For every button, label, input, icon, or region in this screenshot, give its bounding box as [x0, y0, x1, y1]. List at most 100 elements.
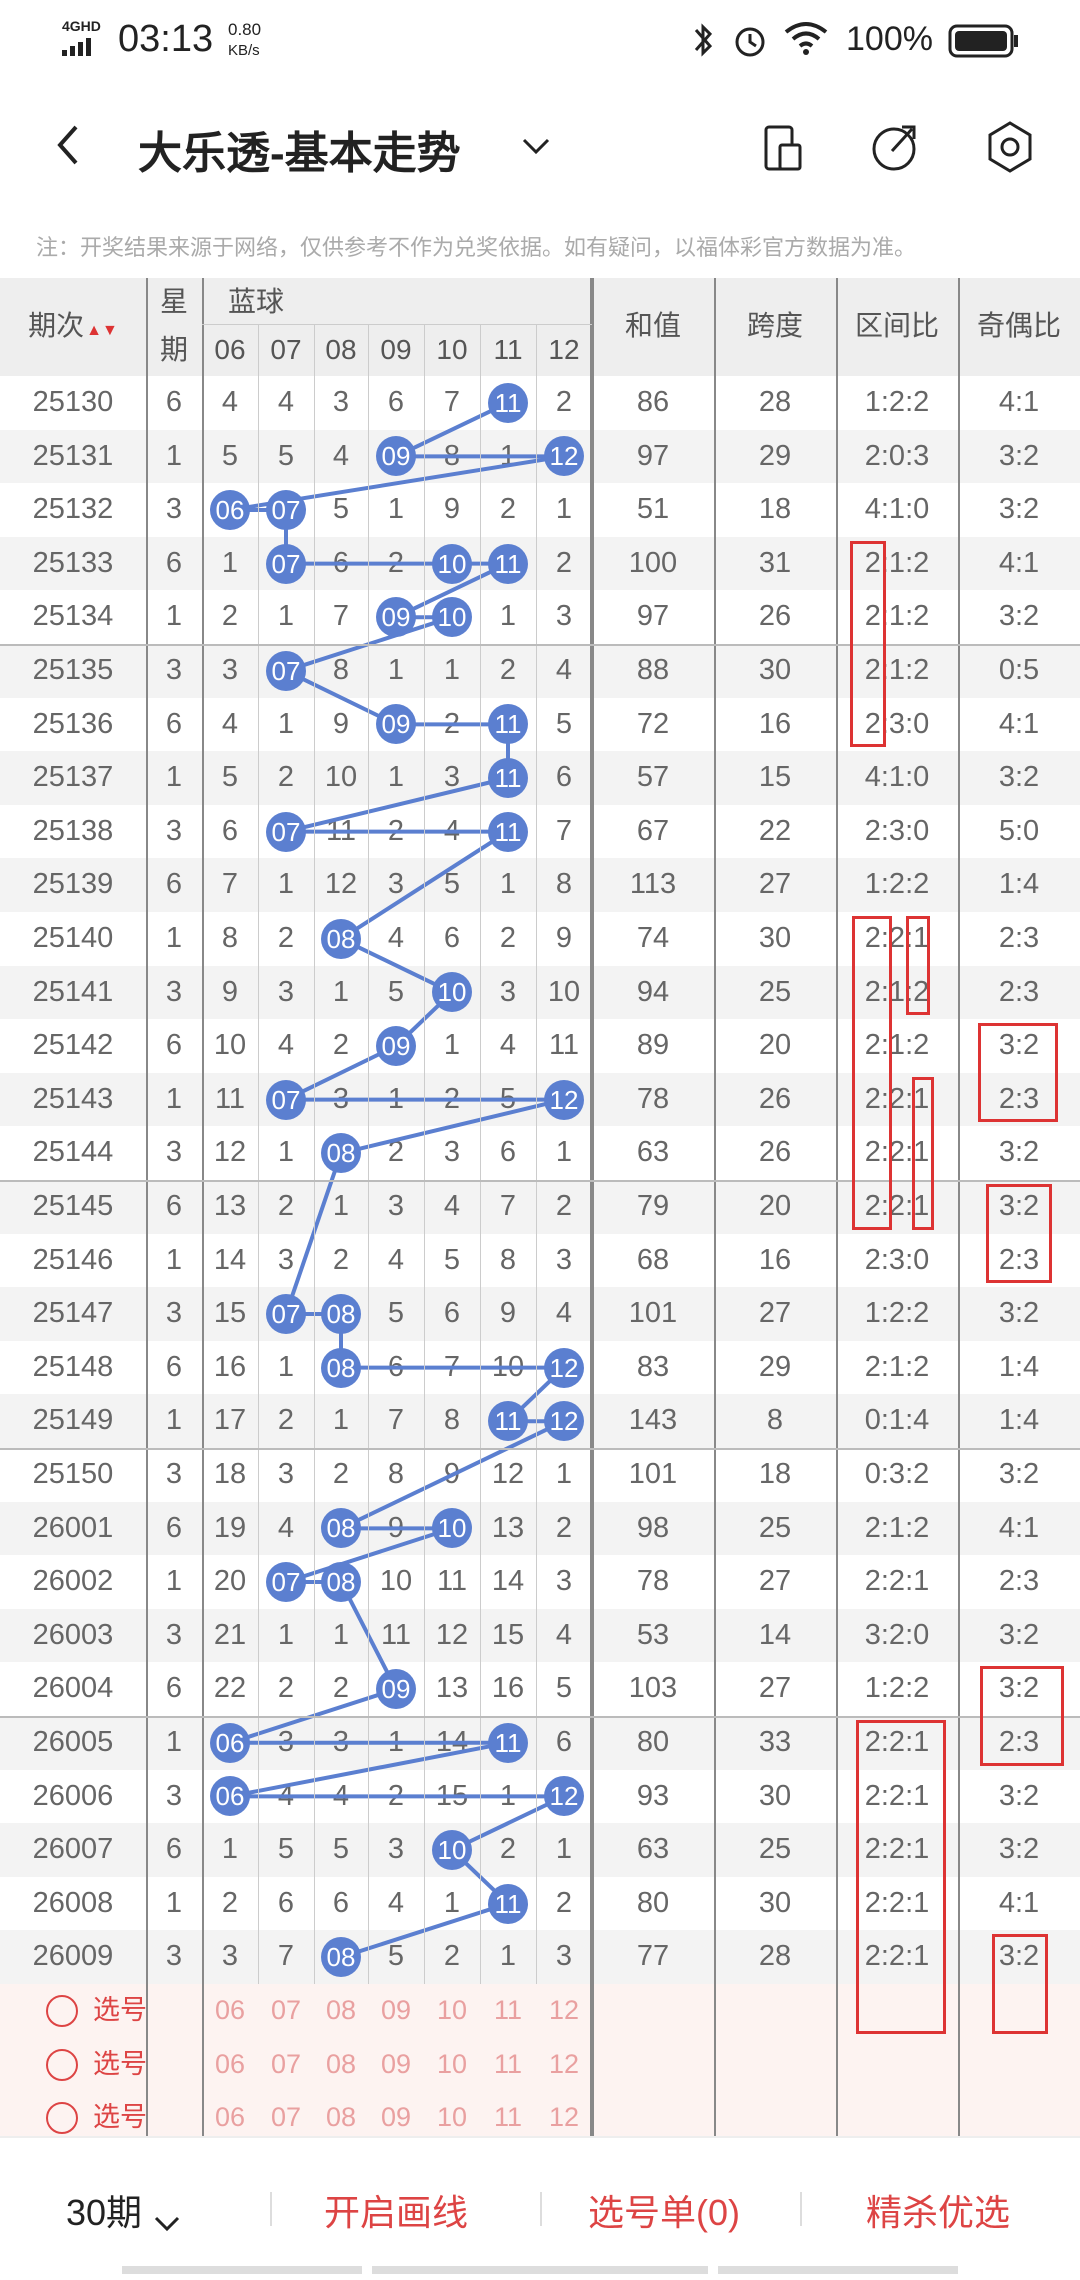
span-cell: 29: [758, 1350, 792, 1383]
annotation-box: [986, 1184, 1052, 1284]
trend-line: [340, 1419, 565, 1531]
device-icon[interactable]: [752, 115, 816, 179]
pick-number[interactable]: 12: [548, 1995, 580, 2025]
odd-cell: 3:2: [998, 1779, 1040, 1812]
pick-radio[interactable]: [46, 1995, 78, 2027]
pick-label[interactable]: 选号: [93, 2102, 147, 2133]
miss-cell: 2: [555, 546, 573, 579]
pick-number[interactable]: 10: [436, 2102, 468, 2133]
pick-label[interactable]: 选号: [93, 2048, 147, 2079]
pick-number[interactable]: 08: [325, 2102, 357, 2133]
table-row: 25135 3 3 8 1 1 2 4 88 30 2:1:2 0:5: [0, 644, 1080, 698]
pick-number[interactable]: 10: [436, 2048, 468, 2079]
odd-cell: 3:2: [998, 1136, 1040, 1169]
weekday-cell: 3: [165, 975, 183, 1008]
pick-number[interactable]: 09: [380, 1995, 412, 2025]
miss-cell: 1: [555, 1458, 573, 1490]
sum-cell: 88: [636, 654, 670, 686]
pick-number[interactable]: 09: [380, 2102, 412, 2133]
issue-cell: 26008: [32, 1886, 114, 1919]
blue-ball: 06: [210, 1722, 250, 1763]
chevron-down-icon[interactable]: [518, 130, 554, 160]
blue-divider: [258, 324, 259, 1984]
trend-table: 期次 ▲▼ 星 期 蓝球 06 07 08 09 10 11 12 和值 跨度 区间比 奇偶比…: [0, 278, 1080, 2153]
pick-number[interactable]: 11: [493, 2102, 523, 2133]
settings-icon[interactable]: [978, 115, 1042, 179]
group-divider: [0, 644, 1080, 646]
battery-icon: [948, 24, 1020, 58]
miss-cell: 3: [387, 1190, 405, 1222]
pick-number[interactable]: 09: [380, 2048, 412, 2079]
miss-cell: 2: [499, 1833, 517, 1866]
column-divider: [202, 278, 204, 2145]
pick-number[interactable]: 07: [270, 2102, 302, 2133]
miss-cell: 2: [555, 1886, 573, 1919]
miss-cell: 5: [387, 1940, 405, 1973]
pick-number[interactable]: 06: [214, 2102, 246, 2133]
weekday-cell: 1: [165, 1404, 183, 1437]
weekday-cell: 6: [165, 1190, 183, 1222]
zone-cell: 2:1:2: [864, 975, 930, 1008]
sum-cell: 67: [636, 814, 670, 847]
weekday-cell: 3: [165, 654, 183, 686]
table-row: 26007 6 1 5 5 3 2 1 63 25 2:2:1 3:2: [0, 1823, 1080, 1877]
pick-number[interactable]: 06: [214, 2048, 246, 2079]
odd-cell: 3:2: [998, 1833, 1040, 1866]
issue-cell: 25142: [32, 1029, 114, 1062]
draw-line-button[interactable]: 开启画线: [324, 2192, 469, 2233]
span-cell: 20: [758, 1029, 792, 1062]
column-divider: [958, 278, 960, 2145]
table-row: 26009 3 3 7 5 2 1 3 77 28 2:2:1 3:2: [0, 1930, 1080, 1984]
sort-icon[interactable]: ▲▼: [86, 322, 118, 339]
span-cell: 28: [758, 1940, 792, 1973]
column-divider: [146, 278, 148, 2145]
pick-number[interactable]: 06: [214, 1995, 246, 2025]
span-cell: 16: [758, 1243, 792, 1276]
weekday-cell: 6: [165, 386, 183, 418]
blue-ball: 12: [544, 1401, 584, 1442]
pick-number[interactable]: 11: [493, 1995, 523, 2025]
issue-cell: 25130: [32, 386, 114, 418]
period-selector[interactable]: 30期: [66, 2184, 182, 2236]
issue-cell: 25133: [32, 546, 114, 579]
blue-ball: 11: [488, 811, 528, 852]
zone-cell: 2:2:1: [864, 1082, 930, 1115]
premium-button[interactable]: 精杀优选: [866, 2192, 1011, 2233]
header-weekday-2: 期: [159, 334, 188, 365]
pick-label[interactable]: 选号: [93, 1995, 147, 2025]
pick-number[interactable]: 12: [548, 2102, 580, 2133]
blue-ball: 06: [210, 1776, 250, 1817]
share-icon[interactable]: [864, 115, 928, 179]
issue-cell: 26007: [32, 1833, 114, 1866]
pick-number[interactable]: 10: [436, 1995, 468, 2025]
sum-cell: 94: [636, 975, 670, 1008]
miss-cell: 6: [443, 1297, 461, 1330]
blue-col-header: 12: [548, 334, 580, 365]
weekday-cell: 1: [165, 1082, 183, 1115]
miss-cell: 5: [443, 1243, 461, 1276]
trend-line: [229, 1740, 509, 1799]
pick-number[interactable]: 11: [493, 2048, 523, 2079]
page-title[interactable]: 大乐透-基本走势: [138, 129, 461, 178]
sum-cell: 98: [636, 1511, 670, 1544]
pick-radio[interactable]: [46, 2048, 78, 2081]
miss-cell: 2: [555, 1190, 573, 1222]
pick-number[interactable]: 08: [325, 2048, 357, 2079]
pick-number[interactable]: 08: [325, 1995, 357, 2025]
weekday-cell: 6: [165, 1511, 183, 1544]
blue-ball: 08: [321, 1133, 361, 1174]
odd-cell: 2:3: [998, 1243, 1040, 1276]
pick-radio[interactable]: [46, 2102, 78, 2135]
zone-cell: 2:3:0: [864, 1243, 930, 1276]
miss-cell: 1: [499, 1940, 517, 1973]
miss-cell: 2: [332, 1672, 350, 1705]
zone-cell: 1:2:2: [864, 1297, 930, 1330]
blue-col-header: 08: [325, 334, 357, 365]
zone-cell: 4:1:0: [864, 493, 930, 526]
back-icon[interactable]: [48, 115, 88, 175]
pick-list-button[interactable]: 选号单(0): [588, 2192, 740, 2233]
pick-number[interactable]: 07: [270, 1995, 302, 2025]
pick-number[interactable]: 12: [548, 2048, 580, 2079]
header-issue[interactable]: 期次 ▲▼: [28, 310, 118, 341]
pick-number[interactable]: 07: [270, 2048, 302, 2079]
